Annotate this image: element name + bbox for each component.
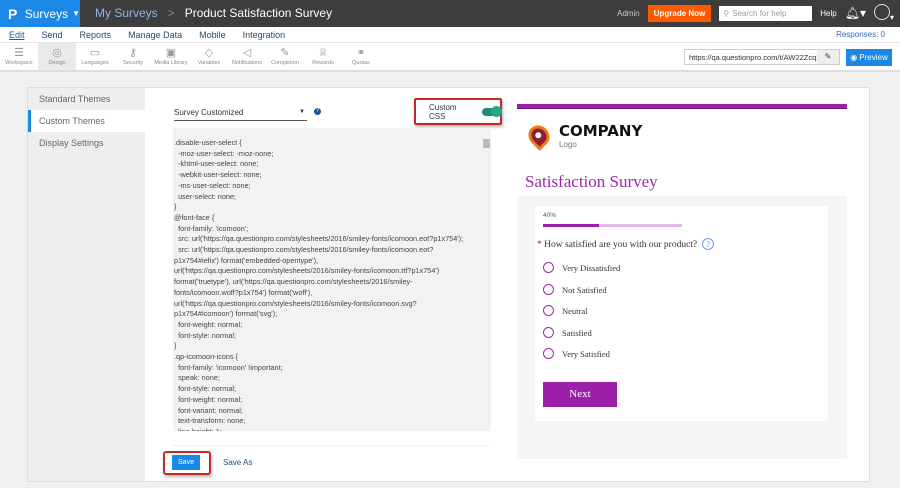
design-panel: Standard Themes Custom Themes Display Se…	[27, 87, 870, 482]
editor-scrollbar[interactable]	[482, 128, 491, 431]
key-icon: ⚷	[128, 47, 138, 59]
help-search-input[interactable]: ⚲ Search for help	[719, 5, 813, 21]
menu-integration[interactable]: Integration	[242, 29, 286, 40]
help-link[interactable]: Help	[820, 8, 837, 18]
question-area: 40% * How satisfied are you with our pro…	[517, 196, 847, 459]
profile-avatar[interactable]: ▾	[873, 4, 894, 22]
option-neutral[interactable]: Neutral	[543, 305, 588, 316]
tool-completion[interactable]: ✎ Completion	[271, 47, 299, 66]
survey-title: Satisfaction Survey	[525, 172, 658, 191]
breadcrumb: My Surveys > Product Satisfaction Survey	[95, 6, 332, 20]
save-as-link[interactable]: Save As	[223, 458, 253, 467]
question-help-icon[interactable]: ?	[702, 238, 715, 250]
radio-button[interactable]	[543, 284, 554, 295]
sidebar-item-custom-themes[interactable]: Custom Themes	[28, 110, 145, 132]
breadcrumb-separator: >	[167, 6, 175, 20]
tool-design[interactable]: ◎ Design	[38, 43, 76, 70]
option-satisfied[interactable]: Satisfied	[543, 327, 592, 338]
option-very-satisfied[interactable]: Very Satisfied	[543, 348, 610, 359]
option-not-satisfied[interactable]: Not Satisfied	[543, 284, 607, 295]
tool-media-library[interactable]: ▣ Media Library	[154, 47, 188, 66]
tool-security[interactable]: ⚷ Security	[123, 47, 143, 66]
save-highlight: Save	[163, 451, 211, 475]
accent-bar	[517, 104, 847, 109]
main-menu: Edit Send Reports Manage Data Mobile Int…	[0, 27, 900, 43]
chevron-down-icon: ▼	[72, 9, 80, 18]
admin-link[interactable]: Admin	[617, 8, 640, 18]
survey-url-field[interactable]: https://qa.questionpro.com/t/AW22Zcq2J ✎	[684, 49, 840, 65]
css-code[interactable]: .disable-user-select { -moz-user-select:…	[174, 138, 464, 431]
tag-icon: ◇	[204, 47, 214, 59]
sidebar-item-standard-themes[interactable]: Standard Themes	[39, 94, 111, 104]
menu-edit[interactable]: Edit	[9, 29, 25, 40]
tool-quotas[interactable]: ⚭ Quotas	[352, 47, 370, 66]
radio-button[interactable]	[543, 348, 554, 359]
upgrade-now-button[interactable]: Upgrade Now	[647, 4, 712, 22]
survey-preview: COMPANY Logo Satisfaction Survey 40% * H…	[517, 104, 847, 459]
css-editor[interactable]: .disable-user-select { -moz-user-select:…	[173, 128, 491, 431]
trophy-icon: ♕	[318, 47, 328, 59]
progress-bar	[543, 224, 682, 227]
megaphone-icon: ◁	[242, 47, 252, 59]
sidebar-item-display-settings[interactable]: Display Settings	[39, 138, 104, 148]
theme-select[interactable]: Survey Customized ▼	[174, 108, 307, 121]
tool-variables[interactable]: ◇ Variables	[197, 47, 221, 66]
page-title: Product Satisfaction Survey	[184, 6, 333, 20]
next-button[interactable]: Next	[543, 382, 617, 407]
questionpro-logo: P	[8, 5, 18, 22]
menu-mobile[interactable]: Mobile	[199, 29, 226, 40]
top-bar: P Surveys ▼ My Surveys > Product Satisfa…	[0, 0, 900, 27]
breadcrumb-my-surveys[interactable]: My Surveys	[95, 6, 158, 20]
chevron-down-icon: ▼	[299, 109, 305, 115]
radio-button[interactable]	[543, 262, 554, 273]
pencil-icon[interactable]: ✎	[817, 50, 839, 64]
link-icon: ⚭	[356, 47, 366, 59]
custom-css-toggle[interactable]: Custom CSS	[414, 98, 502, 125]
search-icon: ⚲	[723, 8, 730, 18]
tool-rewards[interactable]: ♕ Rewards	[312, 47, 334, 66]
tool-workspace[interactable]: ☰ Workspace	[5, 47, 33, 66]
save-button[interactable]: Save	[172, 455, 200, 470]
radio-button[interactable]	[543, 327, 554, 338]
toolbar: ☰ Workspace ◎ Design ▭ Languages ⚷ Security …	[0, 43, 900, 72]
eye-icon: ◉	[850, 53, 858, 62]
option-very-dissatisfied[interactable]: Very Dissatisfied	[543, 262, 620, 273]
image-icon: ▣	[165, 47, 177, 59]
menu-send[interactable]: Send	[41, 29, 63, 40]
design-sidebar: Standard Themes Custom Themes Display Se…	[28, 88, 145, 481]
menu-manage-data[interactable]: Manage Data	[128, 29, 183, 40]
wand-icon: ✎	[280, 47, 290, 59]
keyboard-icon: ▭	[89, 47, 101, 59]
palette-icon: ◎	[52, 47, 62, 59]
workspace-icon: ☰	[14, 47, 24, 59]
custom-css-label: Custom CSS	[429, 102, 457, 121]
responses-count[interactable]: Responses: 0	[836, 30, 885, 39]
company-logo: COMPANY Logo	[524, 120, 642, 151]
divider	[173, 445, 489, 446]
progress-label: 40%	[543, 212, 557, 219]
bell-icon[interactable]: 🔔︎▾	[844, 6, 866, 20]
location-pin-icon	[524, 120, 554, 151]
surveys-menu-button[interactable]: P Surveys ▼	[0, 0, 80, 27]
question-card: 40% * How satisfied are you with our pro…	[535, 206, 828, 421]
preview-button[interactable]: ◉ Preview	[846, 49, 892, 66]
radio-button[interactable]	[543, 305, 554, 316]
tool-languages[interactable]: ▭ Languages	[81, 47, 109, 66]
menu-reports[interactable]: Reports	[79, 29, 112, 40]
tool-notifications[interactable]: ◁ Notifications	[232, 47, 262, 66]
app-name: Surveys	[24, 6, 69, 21]
question-text: * How satisfied are you with our product…	[537, 238, 715, 250]
toggle-switch[interactable]	[482, 105, 502, 117]
help-icon[interactable]: ?	[314, 108, 321, 115]
